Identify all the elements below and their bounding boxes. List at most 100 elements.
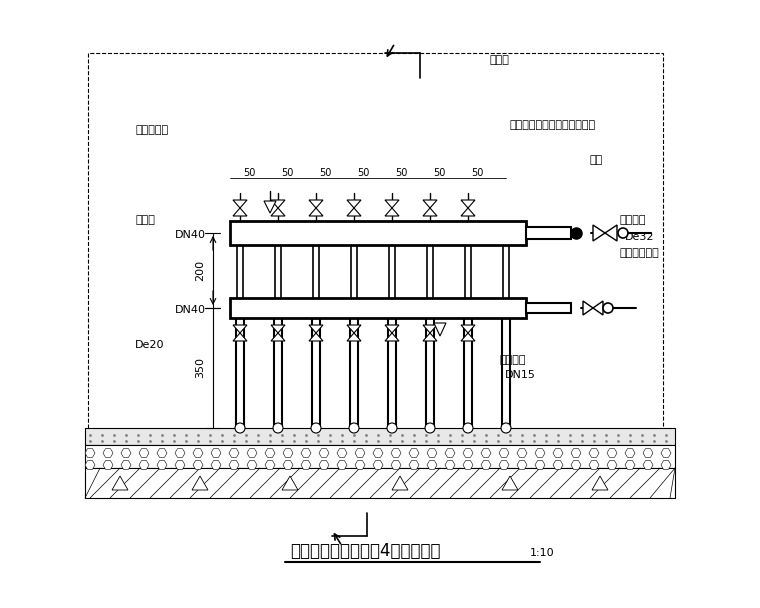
Polygon shape bbox=[264, 201, 276, 213]
Polygon shape bbox=[625, 449, 635, 457]
Circle shape bbox=[311, 423, 321, 433]
Polygon shape bbox=[309, 200, 323, 208]
Bar bbox=[230, 221, 526, 245]
Circle shape bbox=[349, 423, 359, 433]
Polygon shape bbox=[175, 461, 185, 469]
Polygon shape bbox=[625, 461, 635, 469]
Text: De32: De32 bbox=[625, 232, 654, 242]
Text: 分水器: 分水器 bbox=[490, 55, 510, 65]
Polygon shape bbox=[347, 325, 361, 333]
Polygon shape bbox=[347, 200, 361, 208]
Polygon shape bbox=[607, 449, 617, 457]
Polygon shape bbox=[385, 325, 399, 333]
Polygon shape bbox=[247, 461, 257, 469]
Polygon shape bbox=[463, 449, 473, 457]
Polygon shape bbox=[85, 449, 95, 457]
Circle shape bbox=[235, 423, 245, 433]
Text: DN40: DN40 bbox=[175, 230, 206, 240]
Circle shape bbox=[501, 423, 511, 433]
Text: 1:10: 1:10 bbox=[530, 548, 555, 558]
Polygon shape bbox=[461, 200, 475, 208]
Bar bbox=[526, 303, 571, 313]
Polygon shape bbox=[337, 461, 347, 469]
Polygon shape bbox=[271, 333, 285, 341]
Polygon shape bbox=[283, 461, 293, 469]
Polygon shape bbox=[233, 333, 247, 341]
Text: 50: 50 bbox=[318, 168, 331, 178]
Polygon shape bbox=[271, 325, 285, 333]
Polygon shape bbox=[301, 461, 311, 469]
Polygon shape bbox=[502, 476, 518, 490]
Polygon shape bbox=[461, 208, 475, 216]
Text: DN15: DN15 bbox=[505, 370, 536, 380]
Polygon shape bbox=[157, 461, 167, 469]
Polygon shape bbox=[385, 333, 399, 341]
Polygon shape bbox=[121, 449, 131, 457]
Polygon shape bbox=[229, 449, 239, 457]
Text: 50: 50 bbox=[280, 168, 293, 178]
Polygon shape bbox=[571, 461, 581, 469]
Polygon shape bbox=[233, 208, 247, 216]
Polygon shape bbox=[103, 449, 113, 457]
Polygon shape bbox=[373, 449, 383, 457]
Polygon shape bbox=[309, 333, 323, 341]
Polygon shape bbox=[589, 461, 599, 469]
Polygon shape bbox=[193, 461, 203, 469]
Polygon shape bbox=[233, 200, 247, 208]
Circle shape bbox=[273, 423, 283, 433]
Polygon shape bbox=[309, 325, 323, 333]
Polygon shape bbox=[535, 449, 545, 457]
Polygon shape bbox=[423, 200, 437, 208]
Text: DN40: DN40 bbox=[175, 305, 206, 315]
Text: 50: 50 bbox=[356, 168, 369, 178]
Polygon shape bbox=[309, 208, 323, 216]
Text: 泄水球阀: 泄水球阀 bbox=[500, 355, 527, 365]
Polygon shape bbox=[347, 333, 361, 341]
Polygon shape bbox=[605, 225, 617, 241]
Polygon shape bbox=[423, 325, 437, 333]
Polygon shape bbox=[427, 461, 437, 469]
Polygon shape bbox=[445, 461, 455, 469]
Polygon shape bbox=[423, 208, 437, 216]
Polygon shape bbox=[175, 449, 185, 457]
Circle shape bbox=[425, 423, 435, 433]
Polygon shape bbox=[85, 461, 95, 469]
Polygon shape bbox=[282, 476, 298, 490]
Polygon shape bbox=[593, 225, 605, 241]
Polygon shape bbox=[517, 449, 527, 457]
Polygon shape bbox=[355, 449, 365, 457]
Polygon shape bbox=[337, 449, 347, 457]
Polygon shape bbox=[103, 461, 113, 469]
Polygon shape bbox=[535, 461, 545, 469]
Polygon shape bbox=[517, 461, 527, 469]
Polygon shape bbox=[139, 449, 149, 457]
Polygon shape bbox=[121, 461, 131, 469]
Bar bbox=[85, 445, 675, 468]
Polygon shape bbox=[571, 449, 581, 457]
Text: 自动放气阀: 自动放气阀 bbox=[135, 125, 168, 135]
Polygon shape bbox=[553, 461, 563, 469]
Text: 球阀: 球阀 bbox=[590, 155, 603, 165]
Polygon shape bbox=[319, 461, 329, 469]
Polygon shape bbox=[409, 461, 419, 469]
Polygon shape bbox=[423, 333, 437, 341]
Polygon shape bbox=[373, 461, 383, 469]
Polygon shape bbox=[499, 449, 509, 457]
Polygon shape bbox=[283, 449, 293, 457]
Polygon shape bbox=[661, 449, 671, 457]
Circle shape bbox=[463, 423, 473, 433]
Polygon shape bbox=[211, 461, 221, 469]
Bar bbox=[88, 53, 663, 493]
Circle shape bbox=[603, 303, 613, 313]
Polygon shape bbox=[271, 208, 285, 216]
Text: 200: 200 bbox=[195, 260, 205, 281]
Bar bbox=[85, 428, 675, 445]
Polygon shape bbox=[481, 449, 491, 457]
Polygon shape bbox=[385, 200, 399, 208]
Polygon shape bbox=[463, 461, 473, 469]
Polygon shape bbox=[112, 476, 128, 490]
Polygon shape bbox=[157, 449, 167, 457]
Polygon shape bbox=[409, 449, 419, 457]
Polygon shape bbox=[661, 461, 671, 469]
Polygon shape bbox=[355, 461, 365, 469]
